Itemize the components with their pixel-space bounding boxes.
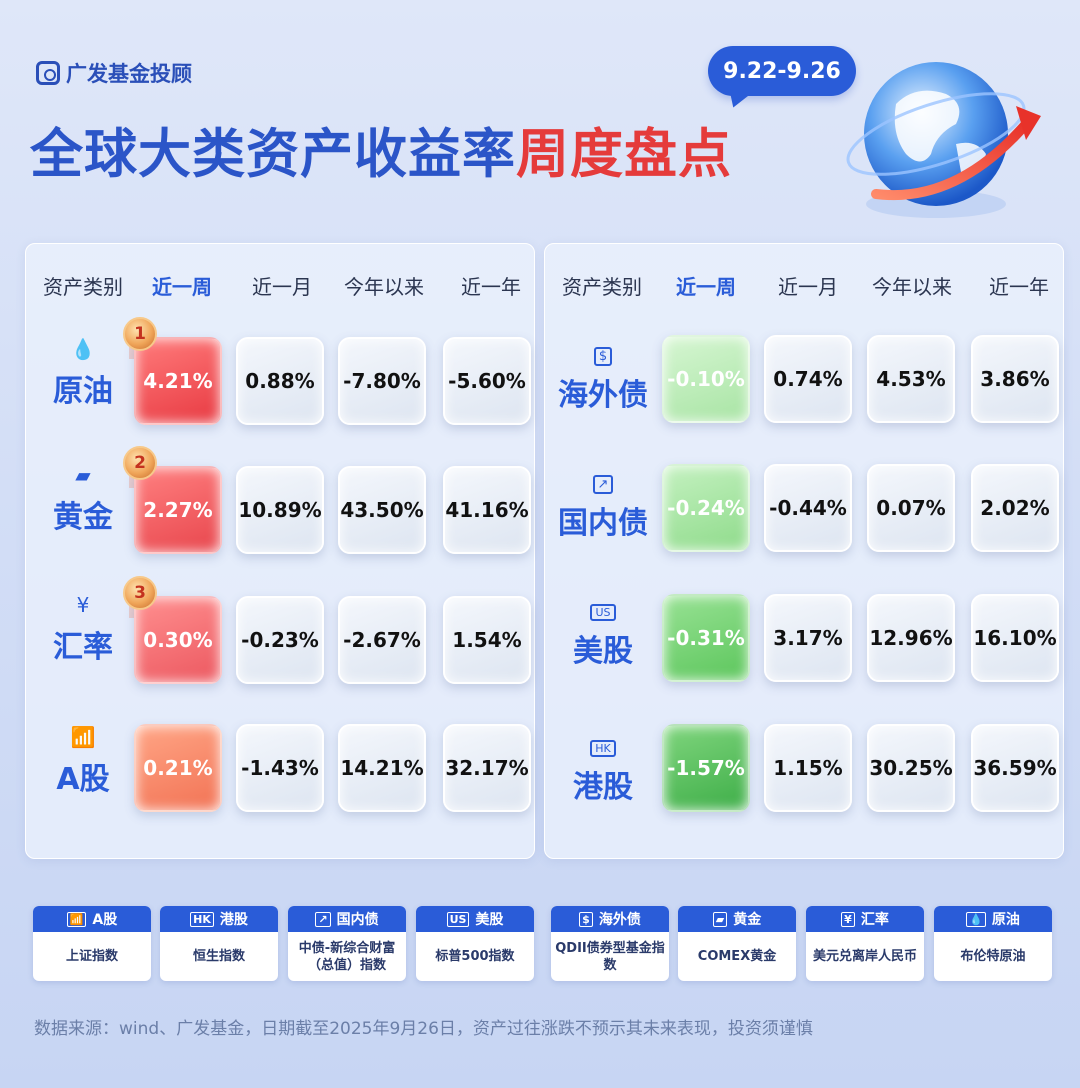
- cell-fx-ytd: -2.67%: [338, 596, 426, 684]
- legend-gold: ▰ 黄金 COMEX黄金: [678, 906, 796, 981]
- legend-hk-stocks: HK 港股 恒生指数: [160, 906, 278, 981]
- header-ytd-right: 今年以来: [872, 275, 952, 299]
- title-part2: 周度盘点: [516, 124, 732, 185]
- left-panel: 资产类别 近一周 近一月 今年以来 近一年 💧 原油 4.21% 1 0.88%…: [25, 243, 535, 859]
- cell-overseas-bonds-week: -0.10%: [662, 335, 750, 423]
- cell-gold-month: 10.89%: [236, 466, 324, 554]
- row-label-a-shares: 📶 A股: [28, 724, 138, 798]
- brand-logo: 广发基金投顾: [36, 58, 192, 88]
- bar-chart-icon: 📶: [70, 725, 96, 749]
- date-range-badge: 9.22-9.26: [708, 46, 856, 96]
- cell-fx-month: -0.23%: [236, 596, 324, 684]
- globe-icon: [846, 62, 1041, 218]
- header-year-right: 近一年: [989, 275, 1049, 299]
- row-label-fx: ¥ 汇率: [28, 592, 138, 666]
- rank-medal-3: 3: [123, 576, 157, 618]
- header-asset-class: 资产类别: [43, 275, 123, 299]
- cell-gold-ytd: 43.50%: [338, 466, 426, 554]
- row-label-crude-oil: 💧 原油: [28, 336, 138, 410]
- legend-us-stocks: US 美股 标普500指数: [416, 906, 534, 981]
- cell-crude-oil-ytd: -7.80%: [338, 337, 426, 425]
- legend-overseas-bonds: $ 海外债 QDII债券型基金指数: [551, 906, 669, 981]
- header-asset-class-right: 资产类别: [562, 275, 642, 299]
- brand-name: 广发基金投顾: [66, 62, 192, 86]
- cell-crude-oil-month: 0.88%: [236, 337, 324, 425]
- legend-crude-oil: 💧 原油 布伦特原油: [934, 906, 1052, 981]
- page-title: 全球大类资产收益率周度盘点: [30, 112, 732, 188]
- cell-domestic-bonds-week: -0.24%: [662, 464, 750, 552]
- cell-hk-stocks-year: 36.59%: [971, 724, 1059, 812]
- row-label-hk-stocks: HK 港股: [548, 732, 658, 806]
- header-week: 近一周: [152, 275, 212, 299]
- header-month: 近一月: [252, 275, 312, 299]
- cell-overseas-bonds-year: 3.86%: [971, 335, 1059, 423]
- hk-badge-icon: HK: [190, 911, 214, 927]
- trend-chart-icon: ↗: [315, 911, 331, 927]
- header-ytd: 今年以来: [344, 275, 424, 299]
- cell-overseas-bonds-month: 0.74%: [764, 335, 852, 423]
- drop-icon: 💧: [70, 337, 96, 361]
- cell-domestic-bonds-ytd: 0.07%: [867, 464, 955, 552]
- cell-a-shares-ytd: 14.21%: [338, 724, 426, 812]
- dollar-bill-icon: $: [579, 911, 593, 927]
- dollar-bill-icon: $: [548, 340, 658, 366]
- legend-a-shares: 📶 A股 上证指数: [33, 906, 151, 981]
- drop-icon: 💧: [966, 911, 986, 927]
- cell-crude-oil-year: -5.60%: [443, 337, 531, 425]
- rank-medal-1: 1: [123, 317, 157, 359]
- legend-fx: ¥ 汇率 美元兑离岸人民币: [806, 906, 924, 981]
- legend-domestic-bonds: ↗ 国内债 中债-新综合财富（总值）指数: [288, 906, 406, 981]
- cell-hk-stocks-month: 1.15%: [764, 724, 852, 812]
- title-part1: 全球大类资产收益率: [30, 124, 516, 185]
- bar-chart-icon: 📶: [66, 911, 87, 927]
- cell-us-stocks-week: -0.31%: [662, 594, 750, 682]
- cell-us-stocks-ytd: 12.96%: [867, 594, 955, 682]
- cell-us-stocks-year: 16.10%: [971, 594, 1059, 682]
- cell-us-stocks-month: 3.17%: [764, 594, 852, 682]
- header-year: 近一年: [461, 275, 521, 299]
- row-label-overseas-bonds: $ 海外债: [548, 340, 658, 414]
- us-badge-icon: US: [548, 596, 658, 622]
- row-label-domestic-bonds: ↗ 国内债: [548, 468, 658, 542]
- cell-gold-week: 2.27%: [134, 466, 222, 554]
- cell-crude-oil-week: 4.21%: [134, 337, 222, 425]
- cell-a-shares-year: 32.17%: [443, 724, 531, 812]
- cell-domestic-bonds-year: 2.02%: [971, 464, 1059, 552]
- header-week-right: 近一周: [676, 275, 736, 299]
- cell-hk-stocks-week: -1.57%: [662, 724, 750, 812]
- trend-chart-icon: ↗: [548, 468, 658, 494]
- us-badge-icon: US: [446, 911, 470, 927]
- row-label-us-stocks: US 美股: [548, 596, 658, 670]
- gold-bar-icon: ▰: [75, 463, 91, 487]
- cell-a-shares-week: 0.21%: [134, 724, 222, 812]
- yen-icon: ¥: [841, 911, 855, 927]
- yen-icon: ¥: [76, 593, 90, 617]
- cell-gold-year: 41.16%: [443, 466, 531, 554]
- gold-bar-icon: ▰: [712, 911, 728, 927]
- cell-overseas-bonds-ytd: 4.53%: [867, 335, 955, 423]
- cell-fx-week: 0.30%: [134, 596, 222, 684]
- cell-domestic-bonds-month: -0.44%: [764, 464, 852, 552]
- hk-badge-icon: HK: [548, 732, 658, 758]
- row-label-gold: ▰ 黄金: [28, 462, 138, 536]
- rank-medal-2: 2: [123, 446, 157, 488]
- data-source-footnote: 数据来源：wind、广发基金，日期截至2025年9月26日，资产过往涨跌不预示其…: [34, 1019, 813, 1039]
- header-month-right: 近一月: [778, 275, 838, 299]
- cell-fx-year: 1.54%: [443, 596, 531, 684]
- cell-hk-stocks-ytd: 30.25%: [867, 724, 955, 812]
- right-panel: 资产类别 近一周 近一月 今年以来 近一年 $ 海外债 -0.10% 0.74%…: [544, 243, 1064, 859]
- logo-icon: [36, 61, 60, 85]
- cell-a-shares-month: -1.43%: [236, 724, 324, 812]
